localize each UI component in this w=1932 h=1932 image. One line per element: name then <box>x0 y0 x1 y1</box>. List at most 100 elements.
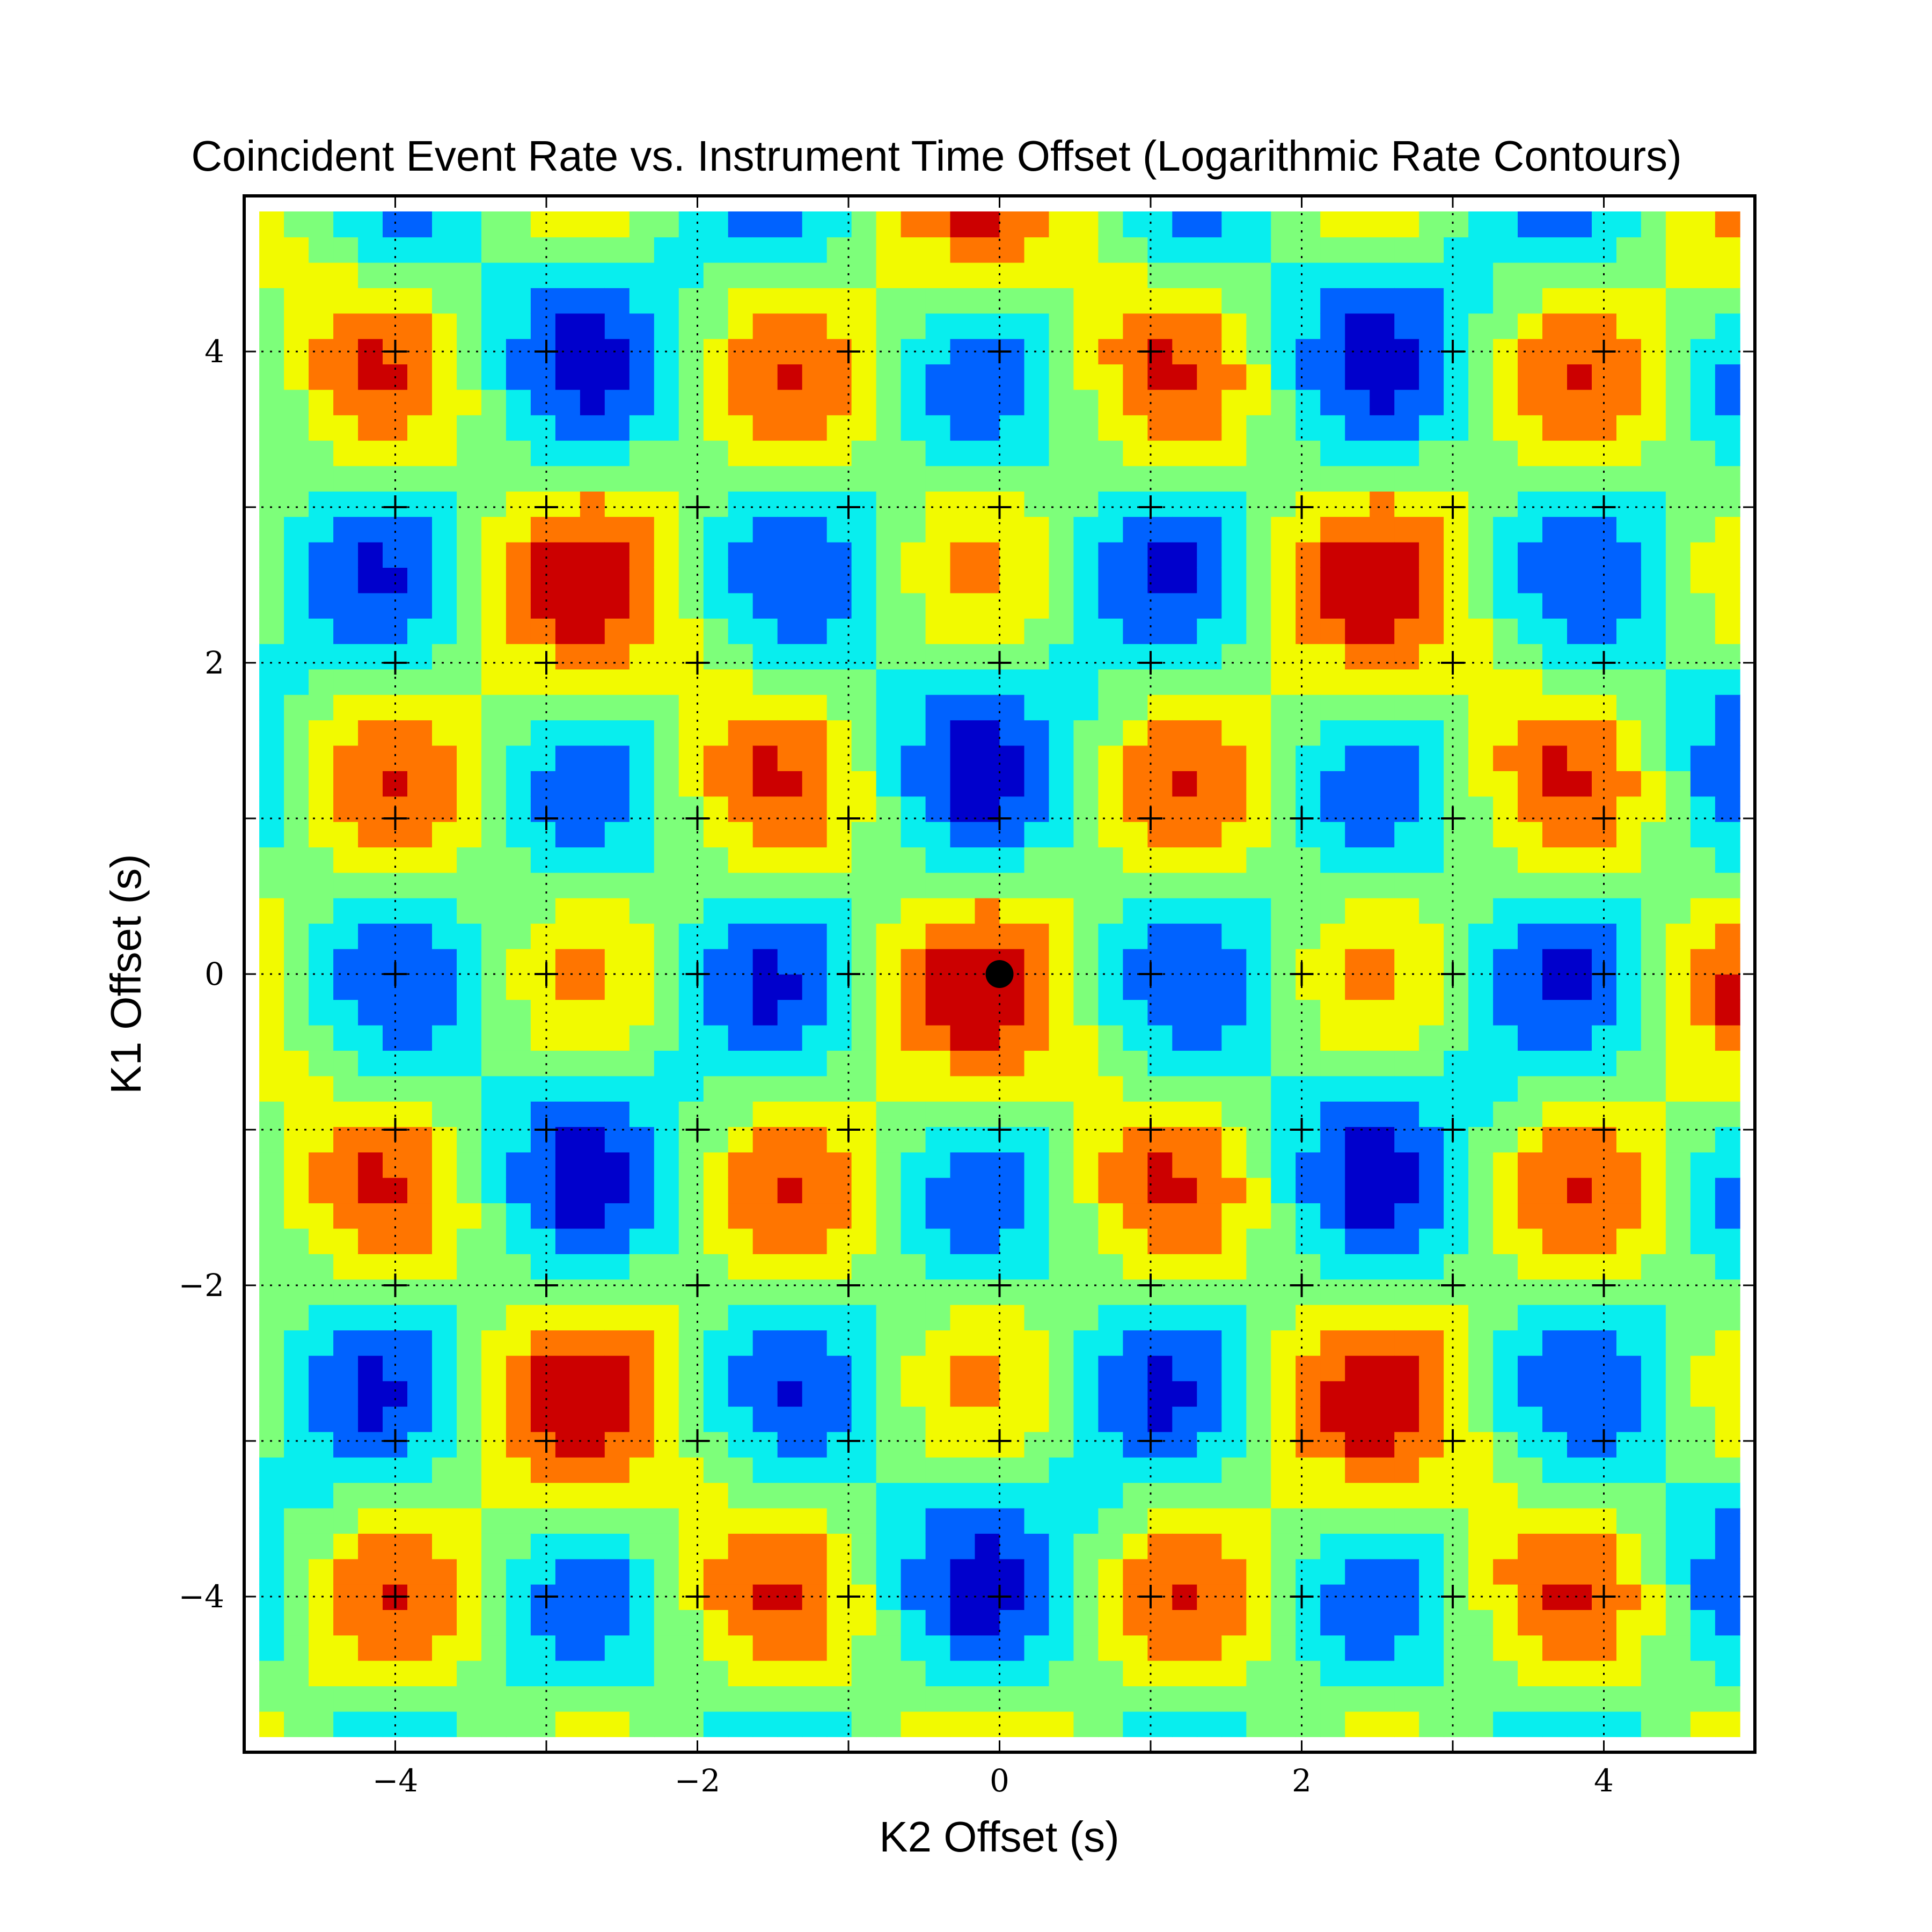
contour-cell <box>1493 669 1518 695</box>
contour-cell <box>383 211 408 238</box>
contour-cell <box>333 771 358 797</box>
contour-cell <box>1024 720 1050 746</box>
contour-cell <box>1024 465 1050 492</box>
contour-cell <box>333 1050 358 1077</box>
contour-cell <box>1493 440 1518 466</box>
contour-cell <box>259 1126 284 1153</box>
contour-cell <box>901 1507 926 1534</box>
contour-cell <box>1690 1279 1716 1305</box>
contour-cell <box>1419 694 1444 721</box>
contour-cell <box>999 1660 1025 1687</box>
contour-cell <box>457 1457 482 1483</box>
contour-cell <box>1592 1152 1617 1178</box>
contour-cell <box>1073 262 1099 288</box>
contour-cell <box>1320 821 1345 847</box>
contour-cell <box>1073 389 1099 415</box>
contour-cell <box>1073 923 1099 949</box>
contour-cell <box>1320 491 1345 517</box>
contour-cell <box>1073 1431 1099 1458</box>
contour-cell <box>703 313 729 339</box>
contour-cell <box>580 1050 605 1077</box>
contour-cell <box>309 796 334 822</box>
contour-cell <box>1616 288 1642 314</box>
contour-cell <box>901 1177 926 1204</box>
contour-cell <box>1147 1304 1173 1330</box>
contour-cell <box>802 1050 828 1077</box>
contour-cell <box>1197 1482 1223 1509</box>
contour-cell <box>1493 1355 1518 1381</box>
contour-cell <box>752 745 778 771</box>
contour-cell <box>457 948 482 975</box>
plus-marker <box>383 1429 407 1453</box>
contour-cell <box>555 440 581 466</box>
contour-cell <box>901 897 926 924</box>
contour-cell <box>975 1533 1000 1560</box>
contour-cell <box>1542 771 1568 797</box>
contour-cell <box>1715 1686 1740 1712</box>
contour-cell <box>1098 491 1124 517</box>
contour-cell <box>950 440 976 466</box>
contour-cell <box>1098 1152 1124 1178</box>
contour-cell <box>802 1304 828 1330</box>
contour-cell <box>1394 643 1419 670</box>
contour-cell <box>1641 211 1666 238</box>
contour-cell <box>407 1609 433 1636</box>
contour-cell <box>1419 1228 1444 1254</box>
contour-cell <box>604 796 630 822</box>
contour-cell <box>1641 1228 1666 1254</box>
contour-cell <box>901 1482 926 1509</box>
contour-cell <box>1690 618 1716 645</box>
contour-cell <box>1715 592 1740 619</box>
contour-cell <box>1296 1304 1321 1330</box>
contour-cell <box>728 720 753 746</box>
contour-cell <box>358 389 383 415</box>
contour-cell <box>432 465 457 492</box>
contour-cell <box>1197 465 1223 492</box>
contour-cell <box>1493 389 1518 415</box>
contour-cell <box>752 592 778 619</box>
contour-cell <box>259 211 284 238</box>
contour-cell <box>925 1304 951 1330</box>
contour-cell <box>1024 821 1050 847</box>
contour-cell <box>1444 1406 1469 1432</box>
contour-cell <box>1567 694 1592 721</box>
contour-cell <box>876 720 902 746</box>
contour-cell <box>407 465 433 492</box>
contour-cell <box>1370 745 1395 771</box>
contour-cell <box>1542 338 1568 364</box>
contour-cell <box>1197 414 1223 441</box>
contour-cell <box>309 1101 334 1127</box>
contour-cell <box>309 237 334 263</box>
contour-cell <box>1197 1635 1223 1661</box>
contour-cell <box>1147 694 1173 721</box>
contour-cell <box>802 618 828 645</box>
contour-cell <box>999 771 1025 797</box>
contour-cell <box>1024 999 1050 1026</box>
contour-cell <box>1665 389 1691 415</box>
contour-cell <box>999 592 1025 619</box>
contour-cell <box>1172 1304 1198 1330</box>
contour-cell <box>999 1050 1025 1077</box>
contour-cell <box>802 872 828 898</box>
contour-cell <box>1641 1686 1666 1712</box>
contour-cell <box>1147 364 1173 390</box>
contour-cell <box>1444 491 1469 517</box>
contour-cell <box>1444 364 1469 390</box>
contour-cell <box>1641 1126 1666 1153</box>
contour-cell <box>1024 1558 1050 1585</box>
contour-cell <box>1419 364 1444 390</box>
contour-cell <box>1345 923 1370 949</box>
contour-cell <box>975 720 1000 746</box>
contour-cell <box>1271 1711 1297 1737</box>
contour-cell <box>333 237 358 263</box>
contour-cell <box>1665 720 1691 746</box>
contour-cell <box>703 1075 729 1102</box>
contour-cell <box>1147 1254 1173 1280</box>
contour-cell <box>1246 669 1272 695</box>
contour-cell <box>604 364 630 390</box>
contour-cell <box>1098 1126 1124 1153</box>
contour-cell <box>851 1533 877 1560</box>
contour-cell <box>802 1126 828 1153</box>
contour-cell <box>1518 974 1543 1000</box>
contour-cell <box>1049 465 1074 492</box>
